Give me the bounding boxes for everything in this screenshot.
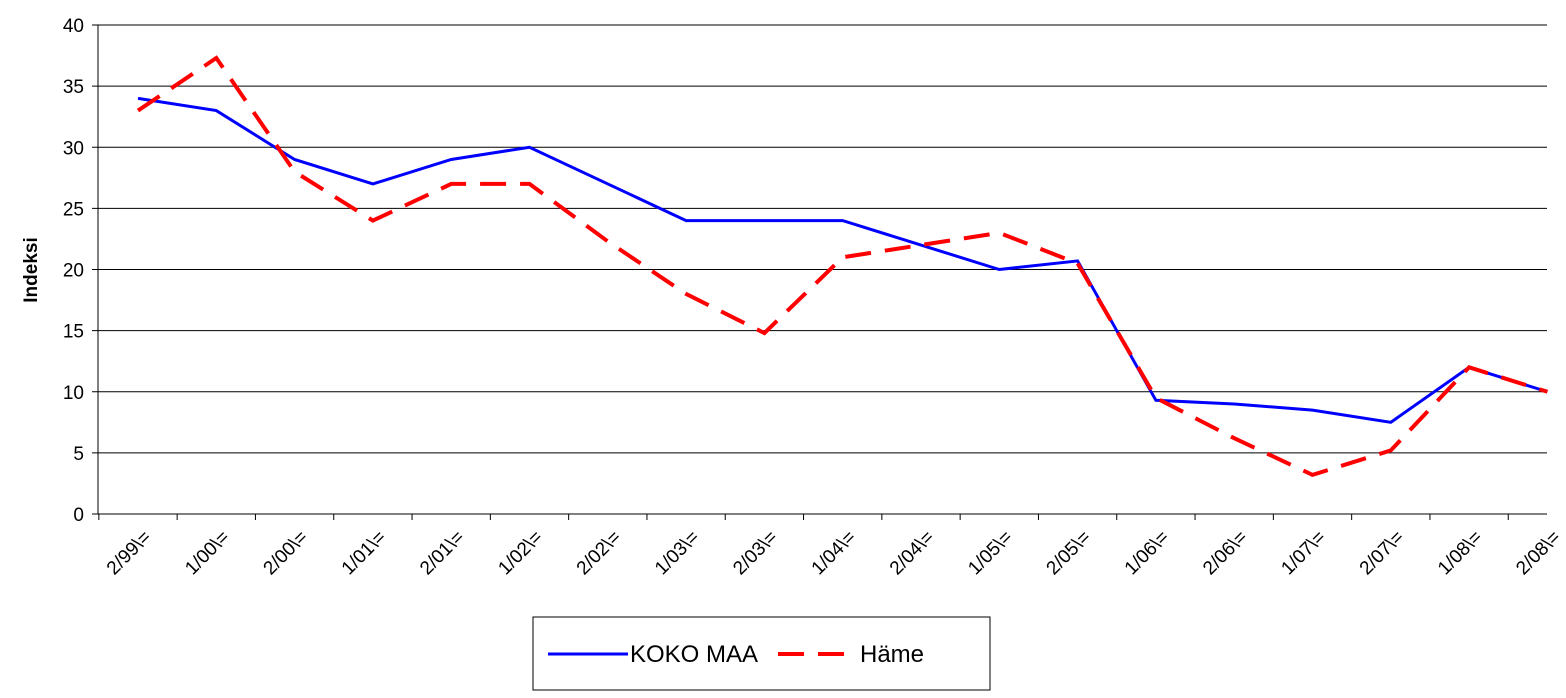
y-tick-label: 35 bbox=[63, 77, 84, 98]
x-tick-label: 2/03\= bbox=[729, 527, 782, 580]
y-tick-label: 5 bbox=[73, 444, 84, 465]
legend-label: Häme bbox=[860, 641, 924, 668]
y-tick-label: 40 bbox=[63, 16, 84, 37]
x-tick-label: 2/99\= bbox=[103, 527, 156, 580]
x-tick-label: 2/00\= bbox=[260, 527, 313, 580]
series-line bbox=[136, 55, 1548, 478]
legend-label: KOKO MAA bbox=[630, 641, 758, 668]
x-tick-label: 1/00\= bbox=[181, 527, 234, 580]
x-tick-label: 1/08\= bbox=[1434, 527, 1487, 580]
y-tick-label: 15 bbox=[63, 322, 84, 343]
y-axis-title: Indeksi bbox=[21, 237, 42, 302]
x-tick-label: 1/02\= bbox=[494, 527, 547, 580]
x-tick-label: 1/05\= bbox=[964, 527, 1017, 580]
x-tick-label: 1/04\= bbox=[808, 527, 861, 580]
x-tick-label: 1/06\= bbox=[1121, 527, 1174, 580]
y-tick-label: 0 bbox=[73, 505, 84, 526]
x-tick-label: 1/03\= bbox=[651, 527, 704, 580]
series-line bbox=[137, 96, 1548, 424]
x-tick-label: 2/04\= bbox=[886, 527, 939, 580]
x-tick-label: 2/07\= bbox=[1356, 527, 1409, 580]
x-tick-label: 2/01\= bbox=[416, 527, 469, 580]
x-tick-label: 2/08\= bbox=[1512, 527, 1565, 580]
x-tick-label: 2/02\= bbox=[573, 527, 626, 580]
y-tick-label: 25 bbox=[63, 199, 84, 220]
y-tick-label: 20 bbox=[63, 261, 84, 282]
x-tick-label: 1/07\= bbox=[1277, 527, 1330, 580]
y-tick-label: 10 bbox=[63, 383, 84, 404]
x-tick-label: 2/06\= bbox=[1199, 527, 1252, 580]
x-tick-label: 2/05\= bbox=[1043, 527, 1096, 580]
y-tick-label: 30 bbox=[63, 138, 84, 159]
x-tick-label: 1/01\= bbox=[338, 527, 391, 580]
